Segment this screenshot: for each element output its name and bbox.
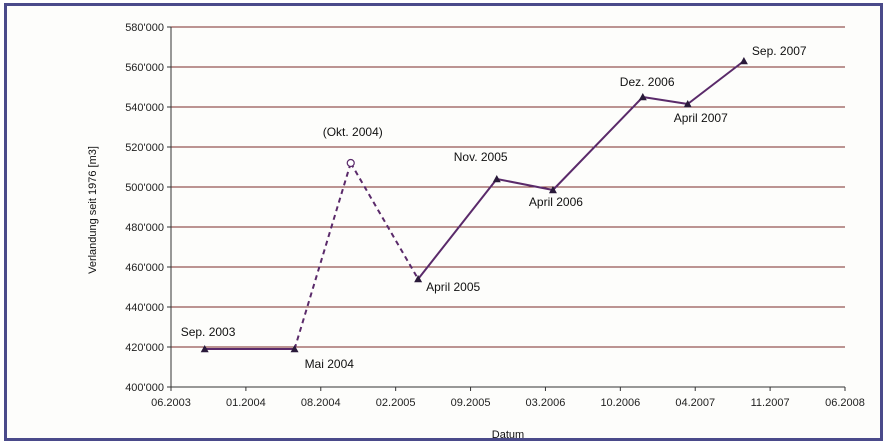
data-point-marker (683, 100, 692, 108)
data-label: April 2007 (674, 111, 728, 125)
line-segment (496, 178, 554, 191)
y-axis-label: Verlandung seit 1976 [m3] (87, 146, 99, 274)
data-label: April 2006 (529, 195, 583, 209)
data-label: Dez. 2006 (620, 75, 675, 89)
data-point-marker (414, 275, 423, 283)
x-tick-labels: 06.2003 01.2004 08.2004 02.2005 09.2005 03.20… (151, 397, 865, 409)
data-point-marker (200, 345, 209, 353)
data-label: Sep. 2007 (752, 44, 807, 58)
y-tick-label: 560'000 (125, 62, 164, 74)
data-point-marker (346, 158, 355, 168)
data-point-marker (492, 175, 501, 183)
y-tick-label: 540'000 (125, 102, 164, 114)
y-tick-label: 440'000 (125, 302, 164, 314)
y-tick-label: 420'000 (125, 342, 164, 354)
x-tick-label: 04.2007 (675, 397, 715, 409)
y-tick-label: 520'000 (125, 142, 164, 154)
data-point-marker (638, 93, 647, 101)
y-tick-label: 460'000 (125, 262, 164, 274)
x-axis-label: Datum (492, 429, 524, 441)
x-tick-label: 06.2003 (151, 397, 191, 409)
data-label: (Okt. 2004) (323, 125, 383, 139)
x-tick-label: 09.2005 (451, 397, 491, 409)
series-line (204, 60, 745, 350)
point-labels: Sep. 2003 Mai 2004 (Okt. 2004) April 2005 No… (181, 44, 807, 371)
data-point-marker (548, 186, 557, 194)
x-tick-label: 11.2007 (751, 397, 790, 409)
data-point-marker (739, 57, 748, 65)
line-segment (642, 96, 688, 105)
x-tick-label: 06.2008 (825, 397, 865, 409)
y-tick-label: 480'000 (125, 222, 164, 234)
data-label: April 2005 (426, 280, 480, 294)
y-tick-label: 580'000 (125, 22, 164, 34)
grid-lines (171, 26, 845, 348)
y-tick-label: 500'000 (125, 182, 164, 194)
line-segment (687, 60, 745, 105)
y-tick-labels: 400'000 420'000 440'000 460'000 480'000 500'0… (125, 22, 164, 394)
x-tick-label: 10.2006 (600, 397, 640, 409)
data-label: Sep. 2003 (181, 325, 236, 339)
x-tick-label: 03.2006 (526, 397, 566, 409)
x-tick-label: 08.2004 (301, 397, 341, 409)
data-point-marker (290, 345, 299, 353)
chart-frame (4, 3, 883, 441)
line-segment (417, 178, 498, 280)
line-segment (349, 162, 419, 280)
x-tick-label: 02.2005 (376, 397, 416, 409)
line-segment (293, 162, 352, 350)
data-label: Nov. 2005 (454, 150, 508, 164)
x-tick-label: 01.2004 (226, 397, 266, 409)
data-label: Mai 2004 (305, 357, 355, 371)
axes (167, 26, 846, 391)
y-tick-label: 400'000 (125, 382, 164, 394)
series-markers (200, 57, 748, 353)
line-segment (552, 96, 644, 191)
